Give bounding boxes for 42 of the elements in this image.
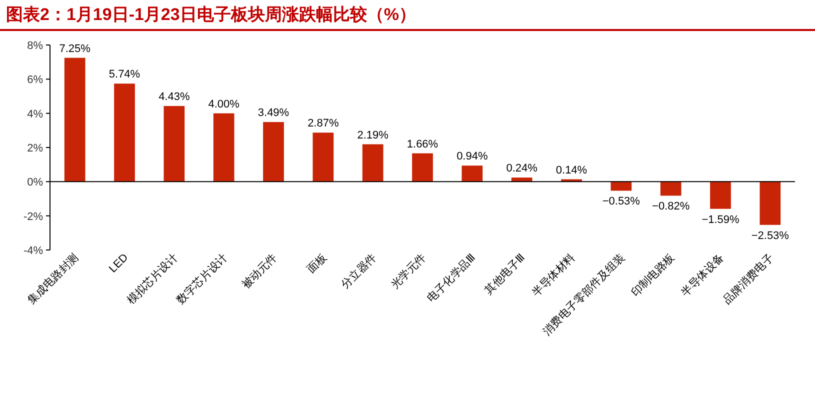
bar [362, 144, 384, 182]
chart-title: 图表2：1月19日-1月23日电子板块周涨跌幅比较（%） [6, 5, 416, 24]
bar [412, 153, 433, 182]
x-tick-label: 被动元件 [239, 250, 280, 292]
data-label: −1.59% [702, 214, 740, 226]
y-tick-label: 4% [27, 108, 44, 120]
y-tick-label: -2% [23, 210, 44, 223]
data-label: 1.66% [406, 138, 438, 150]
x-tick-label: 其他电子Ⅲ [482, 250, 528, 297]
data-label: 4.00% [208, 98, 240, 110]
y-tick-label: 8% [27, 40, 44, 52]
bar [462, 166, 483, 182]
data-label: 7.25% [59, 42, 91, 55]
bar [660, 182, 682, 196]
data-label: 0.14% [556, 164, 588, 176]
bar [710, 182, 731, 209]
y-tick-label: -4% [23, 245, 44, 257]
data-label: −0.82% [652, 200, 690, 213]
bar [213, 113, 234, 182]
data-label: 2.87% [308, 118, 339, 130]
data-label: 0.94% [456, 150, 488, 163]
bar [760, 182, 781, 225]
y-tick-label: 0% [27, 176, 44, 189]
y-tick-label: 2% [27, 142, 44, 154]
bar [164, 106, 185, 182]
data-label: 2.19% [357, 129, 389, 142]
data-label: 4.43% [158, 90, 190, 103]
data-label: 3.49% [258, 107, 290, 120]
data-label: −2.53% [751, 230, 790, 242]
bar [312, 132, 334, 182]
data-label: 0.24% [506, 162, 538, 175]
bar [610, 182, 632, 191]
y-tick-label: 6% [27, 74, 44, 86]
bar [64, 58, 86, 182]
x-tick-label: 分立器件 [338, 250, 379, 292]
data-label: −0.53% [602, 196, 640, 208]
bar [263, 122, 284, 182]
x-tick-label: 印制电路板 [628, 250, 677, 300]
data-label: 5.74% [108, 68, 140, 81]
x-tick-label: LED [107, 252, 131, 276]
bar [114, 84, 135, 182]
x-tick-label: 面板 [305, 252, 330, 276]
